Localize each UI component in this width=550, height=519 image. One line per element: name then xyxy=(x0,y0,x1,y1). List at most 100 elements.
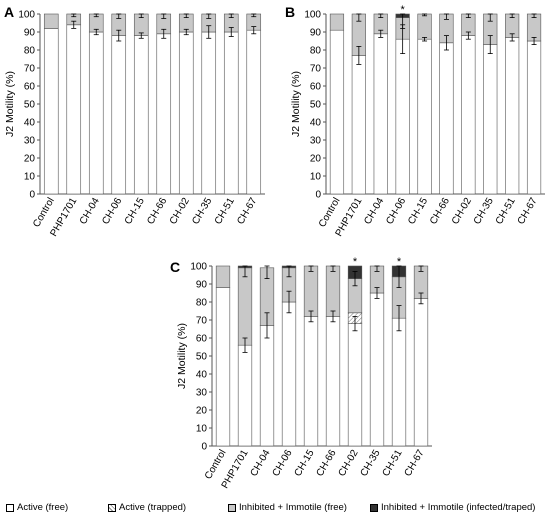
significance-marker: * xyxy=(397,256,402,268)
panel-label-a: A xyxy=(4,4,14,20)
x-tick-label: CH-35 xyxy=(359,448,383,479)
bar-segment xyxy=(413,298,429,447)
bar-segment xyxy=(461,35,476,195)
y-tick-label: 100 xyxy=(190,262,207,273)
y-tick-label: 90 xyxy=(196,280,208,291)
y-axis-title: J2 Motility (%) xyxy=(4,71,16,137)
y-tick-label: 20 xyxy=(24,154,36,165)
x-tick-label: CH-67 xyxy=(403,448,427,479)
y-tick-label: 30 xyxy=(310,136,322,147)
y-tick-label: 10 xyxy=(196,424,208,435)
y-tick-label: 10 xyxy=(24,172,36,183)
y-tick-label: 60 xyxy=(310,82,322,93)
y-tick-label: 40 xyxy=(310,118,322,129)
bar-segment xyxy=(223,31,239,195)
x-tick-label: CH-02 xyxy=(337,448,361,479)
y-tick-label: 50 xyxy=(24,100,36,111)
y-tick-label: 40 xyxy=(196,370,208,381)
x-tick-label: CH-51 xyxy=(494,196,518,227)
legend-item-inhibited-infected: Inhibited + Immotile (infected/traped) xyxy=(370,502,535,513)
bar-segment xyxy=(526,40,542,195)
x-tick-label: CH-02 xyxy=(168,196,192,227)
bar-segment xyxy=(347,323,363,447)
y-tick-label: 30 xyxy=(196,388,208,399)
y-tick-label: 50 xyxy=(196,352,208,363)
y-tick-label: 100 xyxy=(304,10,321,21)
legend-item-active-free: Active (free) xyxy=(6,502,68,513)
x-tick-label: CH-15 xyxy=(123,196,147,227)
bar-segment xyxy=(329,13,345,31)
bar-segment xyxy=(373,33,388,195)
panel-label-b: B xyxy=(285,4,295,20)
legend-label: Inhibited + Immotile (infected/traped) xyxy=(381,502,536,513)
x-tick-label: CH-35 xyxy=(472,196,496,227)
bar-segment xyxy=(303,265,319,317)
y-tick-label: 40 xyxy=(24,118,36,129)
bar-segment xyxy=(439,42,454,195)
legend-swatch-inhibited-free xyxy=(228,503,236,512)
significance-marker: * xyxy=(401,4,406,16)
bar-segment xyxy=(178,31,194,195)
bar-segment xyxy=(43,13,59,29)
bar-segment xyxy=(325,316,341,447)
y-tick-label: 60 xyxy=(196,334,208,345)
y-tick-label: 0 xyxy=(315,190,321,201)
x-tick-label: CH-66 xyxy=(315,448,339,479)
y-tick-label: 90 xyxy=(310,28,322,39)
legend-item-inhibited-free: Inhibited + Immotile (free) xyxy=(228,502,347,513)
bar-segment xyxy=(133,35,149,195)
legend-label: Active (trapped) xyxy=(119,502,187,513)
y-tick-label: 100 xyxy=(18,10,35,21)
x-tick-label: CH-06 xyxy=(100,196,124,227)
bar-segment xyxy=(329,29,345,195)
x-tick-label: CH-06 xyxy=(271,448,295,479)
bar-segment xyxy=(215,287,231,447)
x-tick-label: CH-02 xyxy=(450,196,474,227)
y-tick-label: 50 xyxy=(310,100,322,111)
y-tick-label: 80 xyxy=(310,46,322,57)
legend-swatch-active-free xyxy=(6,503,14,512)
bar-segment xyxy=(88,31,104,195)
bar-segment xyxy=(526,13,542,42)
y-tick-label: 80 xyxy=(196,298,208,309)
bar-segment xyxy=(237,344,253,447)
chart-legend: Active (free) Active (trapped) Inhibited… xyxy=(0,500,550,519)
y-tick-label: 0 xyxy=(29,190,35,201)
y-tick-label: 0 xyxy=(201,442,207,453)
y-tick-label: 80 xyxy=(24,46,36,57)
y-tick-label: 70 xyxy=(24,64,36,75)
x-tick-label: CH-67 xyxy=(516,196,540,227)
bar-segment xyxy=(201,31,217,195)
bar-segment xyxy=(417,38,432,195)
bar-segment xyxy=(505,37,520,195)
bar-segment xyxy=(111,35,127,195)
y-tick-label: 10 xyxy=(310,172,322,183)
bar-segment xyxy=(303,316,319,447)
x-tick-label: CH-04 xyxy=(249,448,273,479)
bar-segment xyxy=(43,28,59,195)
legend-swatch-inhibited-infected xyxy=(370,503,378,512)
legend-swatch-active-trapped xyxy=(108,503,116,512)
y-tick-label: 70 xyxy=(310,64,322,75)
bar-segment xyxy=(215,265,231,288)
y-axis-title: J2 Motility (%) xyxy=(290,71,302,137)
bar-segment xyxy=(417,13,432,40)
x-tick-label: CH-15 xyxy=(406,196,430,227)
legend-item-active-trapped: Active (trapped) xyxy=(108,502,186,513)
y-tick-label: 60 xyxy=(24,82,36,93)
x-tick-label: CH-15 xyxy=(293,448,317,479)
bar-segment xyxy=(325,265,341,317)
bar-segment xyxy=(351,55,366,195)
bar-segment xyxy=(66,24,82,195)
bar-segment xyxy=(246,29,262,195)
bar-segment xyxy=(259,325,275,447)
legend-label: Active (free) xyxy=(17,502,69,513)
y-tick-label: 90 xyxy=(24,28,36,39)
y-tick-label: 30 xyxy=(24,136,36,147)
bar-segment xyxy=(156,33,172,195)
x-tick-label: CH-04 xyxy=(362,196,386,227)
y-axis-title: J2 Motility (%) xyxy=(176,323,188,389)
